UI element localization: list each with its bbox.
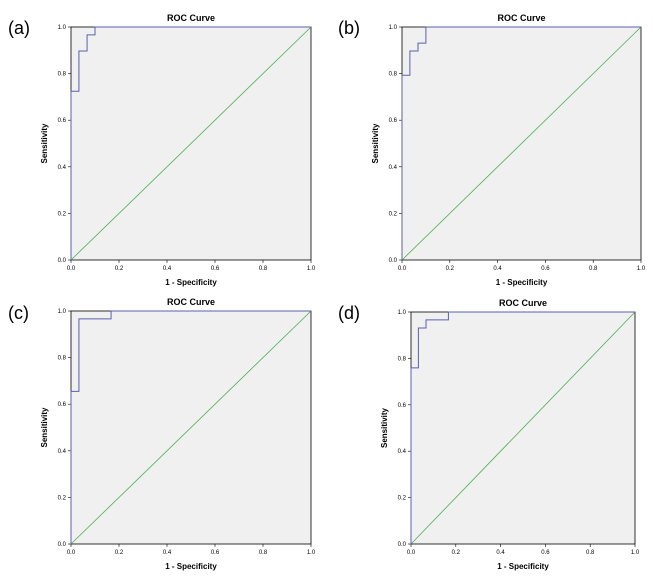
x-tick-label: 0.0	[67, 266, 76, 272]
y-tick-label: 1.0	[58, 25, 67, 31]
x-axis-label: 1 - Specificity	[165, 562, 217, 571]
x-tick-label: 0.8	[589, 266, 598, 272]
y-tick-label: 0.6	[58, 402, 67, 408]
chart-title: ROC Curve	[499, 298, 547, 308]
roc-panel-a: (a) ROC Curve 0.0 0.2 0.4 0.6 0.8 1.0 0.0 0.2 0.4…	[0, 0, 326, 289]
reference-line	[410, 311, 636, 545]
x-tick-label: 0.6	[541, 550, 550, 556]
y-axis-label: Sensitivity	[40, 407, 49, 448]
roc-curve-line	[70, 26, 311, 260]
y-tick-label: 0.8	[389, 72, 398, 78]
x-tick-label: 1.0	[637, 266, 646, 272]
roc-chart-c: ROC Curve 0.0 0.2 0.4 0.6 0.8 1.0 0.0 0.2 0.4 0.6 0…	[40, 297, 316, 571]
roc-panel-b: (b) ROC Curve 0.0 0.2 0.4 0.6 0.8 1.0 0.0 0.2 0.4…	[326, 0, 653, 289]
y-tick-label: 0.6	[398, 403, 407, 409]
x-tick-label: 0.2	[452, 550, 461, 556]
x-tick-label: 0.4	[163, 266, 172, 272]
roc-panel-d: (d) ROC Curve 0.0 0.2 0.4 0.6 0.8 1.0 0.0 0.2 0.4…	[326, 289, 653, 578]
y-tick-label: 0.6	[58, 118, 67, 124]
y-tick-label: 0.4	[389, 165, 398, 171]
panel-label-a: (a)	[8, 18, 30, 38]
y-tick-label: 0.2	[58, 211, 67, 217]
y-axis-label: Sensitivity	[40, 123, 49, 164]
x-tick-label: 0.2	[115, 550, 124, 556]
x-axis-label: 1 - Specificity	[496, 278, 548, 287]
x-tick-label: 0.0	[67, 550, 76, 556]
y-tick-label: 0.8	[398, 356, 407, 362]
reference-line	[401, 26, 642, 261]
y-tick-label: 0.4	[398, 449, 407, 455]
y-tick-label: 0.4	[58, 165, 67, 171]
y-tick-label: 0.0	[58, 542, 67, 548]
x-tick-label: 1.0	[631, 550, 640, 556]
y-tick-label: 0.4	[58, 449, 67, 455]
y-tick-label: 0.2	[398, 496, 407, 502]
y-tick-label: 0.0	[389, 258, 398, 264]
x-axis-label: 1 - Specificity	[497, 562, 549, 571]
roc-curve-line	[70, 310, 311, 544]
y-tick-label: 0.8	[58, 356, 67, 362]
y-tick-label: 1.0	[398, 310, 407, 316]
x-tick-label: 0.4	[496, 550, 505, 556]
y-tick-label: 0.8	[58, 72, 67, 78]
y-tick-label: 1.0	[58, 309, 67, 315]
roc-chart-a: ROC Curve 0.0 0.2 0.4 0.6 0.8 1.0 0.0 0.2 0.4 0.6 0…	[40, 13, 316, 287]
x-tick-label: 1.0	[307, 266, 316, 272]
roc-chart-d: ROC Curve 0.0 0.2 0.4 0.6 0.8 1.0 0.0 0.2 0.4 0.6 0…	[380, 298, 640, 571]
y-tick-label: 1.0	[389, 25, 398, 31]
roc-chart-b: ROC Curve 0.0 0.2 0.4 0.6 0.8 1.0 0.0 0.2 0.4 0.6 0…	[371, 13, 646, 287]
y-tick-label: 0.2	[389, 211, 398, 217]
x-tick-label: 0.0	[407, 550, 416, 556]
reference-line	[70, 310, 312, 545]
chart-title: ROC Curve	[167, 13, 215, 23]
x-tick-label: 0.4	[493, 266, 502, 272]
x-tick-label: 0.2	[115, 266, 124, 272]
chart-title: ROC Curve	[497, 13, 545, 23]
x-tick-label: 0.2	[446, 266, 455, 272]
x-tick-label: 0.6	[211, 550, 220, 556]
x-axis-label: 1 - Specificity	[165, 278, 217, 287]
x-tick-label: 0.0	[398, 266, 407, 272]
x-tick-label: 0.8	[259, 550, 268, 556]
roc-panel-c: (c) ROC Curve 0.0 0.2 0.4 0.6 0.8 1.0 0.0 0.2 0.4…	[0, 289, 326, 578]
y-axis-label: Sensitivity	[371, 123, 380, 164]
x-tick-label: 0.6	[541, 266, 550, 272]
x-tick-label: 0.8	[586, 550, 595, 556]
roc-curve-line	[401, 26, 641, 260]
y-tick-label: 0.0	[58, 258, 67, 264]
x-tick-label: 0.6	[211, 266, 220, 272]
x-tick-label: 1.0	[307, 550, 316, 556]
x-tick-label: 0.4	[163, 550, 172, 556]
panel-label-b: (b)	[338, 18, 360, 38]
y-tick-label: 0.0	[398, 542, 407, 548]
panel-label-c: (c)	[8, 303, 29, 323]
x-tick-label: 0.8	[259, 266, 268, 272]
reference-line	[70, 26, 312, 261]
y-tick-label: 0.6	[389, 118, 398, 124]
chart-title: ROC Curve	[167, 297, 215, 307]
y-axis-label: Sensitivity	[380, 407, 389, 448]
panel-label-d: (d)	[338, 303, 360, 323]
y-tick-label: 0.2	[58, 495, 67, 501]
roc-curve-line	[410, 311, 635, 544]
